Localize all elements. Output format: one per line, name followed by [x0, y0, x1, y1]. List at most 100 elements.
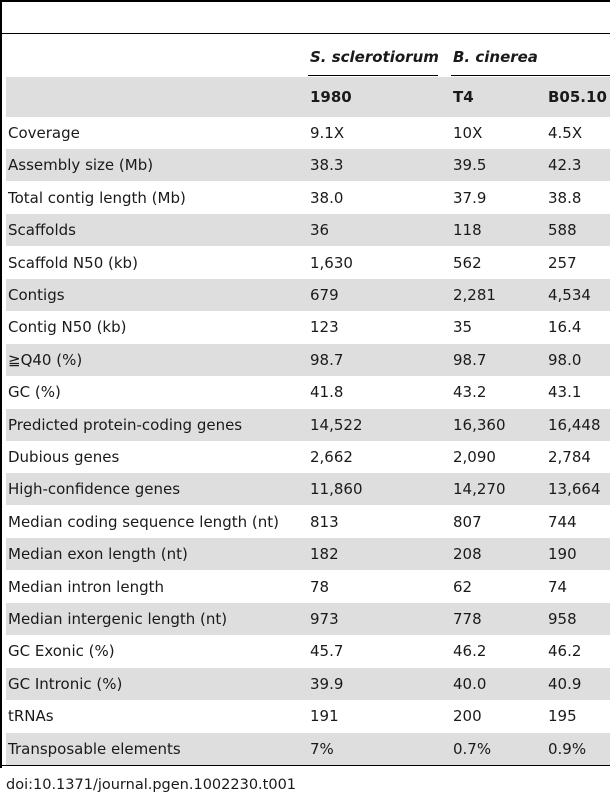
species-underline-sclerotiorum: [308, 75, 438, 76]
row-label: Coverage: [8, 124, 80, 142]
row-label: GC (%): [8, 383, 61, 401]
row-label: ≧Q40 (%): [8, 351, 83, 369]
table-bottom-rule: [2, 765, 610, 766]
table-top-rule: [2, 33, 610, 34]
row-value: 14,270: [453, 480, 506, 498]
row-value: 38.0: [310, 189, 344, 207]
row-shade: [6, 668, 610, 700]
doi-caption: doi:10.1371/journal.pgen.1002230.t001: [6, 777, 297, 793]
row-label: Median exon length (nt): [8, 545, 188, 563]
row-label: High-confidence genes: [8, 480, 181, 498]
row-label: Median intergenic length (nt): [8, 610, 228, 628]
row-value: 16,448: [548, 416, 601, 434]
row-value: 257: [548, 254, 577, 272]
row-value: 958: [548, 610, 577, 628]
row-value: 39.9: [310, 675, 344, 693]
row-label: Scaffold N50 (kb): [8, 254, 138, 272]
row-value: 1,630: [310, 254, 353, 272]
row-shade: [6, 603, 610, 635]
species-header-cinerea: B. cinerea: [453, 48, 538, 66]
row-value: 39.5: [453, 156, 487, 174]
row-shade: [6, 538, 610, 570]
row-label: Transposable elements: [8, 740, 181, 758]
row-value: 679: [310, 286, 339, 304]
row-label: Assembly size (Mb): [8, 156, 154, 174]
row-value: 562: [453, 254, 482, 272]
strain-header-t4: T4: [453, 88, 474, 106]
row-label: Contigs: [8, 286, 65, 304]
row-value: 11,860: [310, 480, 363, 498]
row-label: Median intron length: [8, 578, 164, 596]
row-value: 118: [453, 221, 482, 239]
row-shade: [6, 214, 610, 246]
row-value: 190: [548, 545, 577, 563]
row-value: 14,522: [310, 416, 363, 434]
row-value: 2,090: [453, 448, 496, 466]
row-value: 744: [548, 513, 577, 531]
row-value: 42.3: [548, 156, 582, 174]
row-value: 78: [310, 578, 330, 596]
row-value: 4.5X: [548, 124, 583, 142]
row-value: 43.2: [453, 383, 487, 401]
row-value: 208: [453, 545, 482, 563]
row-value: 0.7%: [453, 740, 492, 758]
row-value: 43.1: [548, 383, 582, 401]
row-label: tRNAs: [8, 707, 54, 725]
row-value: 813: [310, 513, 339, 531]
row-value: 123: [310, 318, 339, 336]
row-value: 4,534: [548, 286, 591, 304]
row-value: 182: [310, 545, 339, 563]
row-shade: [6, 149, 610, 181]
strain-header-1980: 1980: [310, 88, 352, 106]
row-value: 0.9%: [548, 740, 587, 758]
row-value: 13,664: [548, 480, 601, 498]
row-value: 973: [310, 610, 339, 628]
row-value: 46.2: [548, 642, 582, 660]
row-shade: [6, 279, 610, 311]
row-value: 2,662: [310, 448, 353, 466]
row-label: Dubious genes: [8, 448, 120, 466]
row-shade: [6, 473, 610, 505]
row-label: GC Exonic (%): [8, 642, 115, 660]
row-value: 2,784: [548, 448, 591, 466]
row-value: 38.3: [310, 156, 344, 174]
row-value: 35: [453, 318, 473, 336]
row-value: 98.0: [548, 351, 582, 369]
row-value: 10X: [453, 124, 483, 142]
row-value: 74: [548, 578, 568, 596]
strain-header-b0510: B05.10: [548, 88, 607, 106]
row-value: 9.1X: [310, 124, 345, 142]
row-value: 62: [453, 578, 473, 596]
row-shade: [6, 733, 610, 765]
row-label: GC Intronic (%): [8, 675, 123, 693]
species-underline-cinerea: [451, 75, 610, 76]
row-value: 588: [548, 221, 577, 239]
species-header-sclerotiorum: S. sclerotiorum: [310, 48, 439, 66]
row-value: 195: [548, 707, 577, 725]
row-value: 37.9: [453, 189, 487, 207]
row-value: 16,360: [453, 416, 506, 434]
row-value: 200: [453, 707, 482, 725]
row-value: 36: [310, 221, 330, 239]
row-label: Scaffolds: [8, 221, 76, 239]
row-label: Predicted protein-coding genes: [8, 416, 243, 434]
row-value: 98.7: [310, 351, 344, 369]
row-label: Total contig length (Mb): [8, 189, 186, 207]
row-value: 16.4: [548, 318, 582, 336]
row-value: 191: [310, 707, 339, 725]
row-value: 40.0: [453, 675, 487, 693]
row-shade: [6, 409, 610, 441]
row-value: 7%: [310, 740, 334, 758]
row-label: Median coding sequence length (nt): [8, 513, 279, 531]
row-value: 807: [453, 513, 482, 531]
row-shade: [6, 344, 610, 376]
row-value: 778: [453, 610, 482, 628]
row-value: 2,281: [453, 286, 496, 304]
row-value: 38.8: [548, 189, 582, 207]
strain-header-row: [6, 77, 610, 117]
row-value: 46.2: [453, 642, 487, 660]
row-label: Contig N50 (kb): [8, 318, 127, 336]
table-frame: [0, 0, 610, 768]
row-value: 98.7: [453, 351, 487, 369]
row-value: 41.8: [310, 383, 344, 401]
